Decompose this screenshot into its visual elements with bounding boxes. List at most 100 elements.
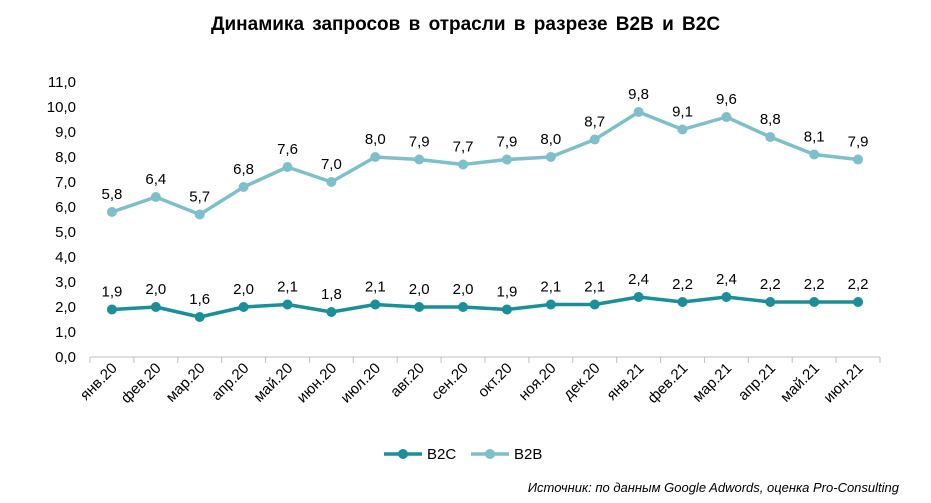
x-tick-label: мар.21 bbox=[689, 360, 735, 406]
data-point-b2b bbox=[326, 177, 337, 187]
data-point-b2c bbox=[809, 297, 820, 307]
data-label-b2c: 2,1 bbox=[277, 279, 298, 296]
y-axis: 0,0 1,0 2,0 3,0 4,0 5,0 6,0 7,0 8,0 9,0 10,0 11,0 bbox=[47, 74, 76, 366]
legend-label-b2b: B2B bbox=[514, 446, 542, 463]
data-label-b2c: 2,2 bbox=[848, 276, 869, 293]
data-label-b2c: 2,2 bbox=[804, 276, 825, 293]
data-label-b2b: 8,0 bbox=[365, 131, 386, 148]
data-point-b2b bbox=[370, 152, 381, 162]
y-tick-label: 7,0 bbox=[55, 174, 76, 191]
x-tick-label: мар.20 bbox=[163, 360, 209, 406]
x-tick-label: фев.20 bbox=[118, 360, 165, 407]
data-point-b2c bbox=[326, 307, 337, 317]
y-tick-label: 11,0 bbox=[48, 74, 76, 91]
data-label-b2c: 2,4 bbox=[716, 271, 737, 288]
data-point-b2c bbox=[677, 297, 688, 307]
data-point-b2c bbox=[853, 297, 864, 307]
data-label-b2b: 7,7 bbox=[453, 139, 474, 156]
data-label-b2c: 2,0 bbox=[233, 281, 254, 298]
data-label-b2c: 2,1 bbox=[540, 279, 561, 296]
series-line-b2b bbox=[111, 110, 859, 217]
data-point-b2b bbox=[677, 124, 688, 135]
data-point-b2b bbox=[150, 192, 161, 202]
data-label-b2c: 2,0 bbox=[409, 281, 430, 298]
data-label-b2c: 2,4 bbox=[628, 271, 649, 288]
data-point-b2c bbox=[194, 312, 205, 322]
data-label-b2b: 7,9 bbox=[848, 134, 869, 151]
y-tick-label: 4,0 bbox=[55, 249, 76, 266]
data-label-b2c: 1,9 bbox=[497, 284, 518, 301]
data-label-b2c: 2,0 bbox=[453, 281, 474, 298]
x-tick-label: окт.20 bbox=[475, 360, 516, 401]
x-tick-label: дек.20 bbox=[560, 360, 603, 403]
data-label-b2c: 1,8 bbox=[321, 286, 342, 303]
data-label-b2b: 8,7 bbox=[584, 114, 605, 131]
x-tick-label: июл.20 bbox=[338, 360, 385, 407]
legend: B2C B2B bbox=[384, 446, 542, 463]
data-label-b2b: 9,6 bbox=[716, 91, 737, 108]
legend-marker-b2b bbox=[485, 449, 495, 459]
data-point-b2c bbox=[589, 299, 600, 310]
x-tick-label: сен.20 bbox=[428, 360, 472, 404]
data-label-b2b: 7,6 bbox=[277, 141, 298, 158]
data-label-b2c: 2,2 bbox=[672, 276, 693, 293]
data-point-b2b bbox=[589, 134, 600, 145]
data-label-b2b: 5,8 bbox=[102, 186, 123, 203]
data-label-b2b: 8,1 bbox=[804, 129, 825, 146]
data-point-b2b bbox=[721, 112, 732, 122]
data-label-b2b: 9,8 bbox=[628, 86, 649, 103]
data-point-b2b bbox=[545, 152, 556, 162]
data-point-b2b bbox=[282, 162, 293, 172]
data-point-b2b bbox=[633, 107, 644, 117]
data-point-b2c bbox=[501, 304, 512, 315]
data-point-b2c bbox=[238, 302, 249, 312]
y-tick-label: 6,0 bbox=[55, 199, 76, 216]
data-point-b2b bbox=[501, 154, 512, 165]
data-point-b2b bbox=[765, 132, 776, 142]
data-label-b2c: 2,1 bbox=[365, 279, 386, 296]
x-tick-label: апр.21 bbox=[735, 360, 779, 404]
data-label-b2c: 2,0 bbox=[145, 281, 166, 298]
x-tick-label: апр.20 bbox=[208, 360, 252, 404]
y-tick-label: 10,0 bbox=[47, 99, 76, 116]
series-layer bbox=[106, 107, 864, 322]
y-tick-label: 2,0 bbox=[55, 299, 76, 316]
data-label-b2b: 7,9 bbox=[497, 134, 518, 151]
x-tick-label: июн.21 bbox=[820, 360, 867, 407]
data-label-b2b: 6,8 bbox=[233, 161, 254, 178]
x-tick-label: янв.20 bbox=[77, 360, 121, 404]
x-tick-label: июн.20 bbox=[294, 360, 341, 407]
data-label-b2c: 2,1 bbox=[584, 279, 605, 296]
data-label-b2c: 1,6 bbox=[189, 291, 210, 308]
data-point-b2b bbox=[853, 154, 864, 165]
data-point-b2b bbox=[458, 159, 469, 170]
x-tick-label: ноя.20 bbox=[515, 360, 559, 404]
data-label-b2b: 6,4 bbox=[145, 171, 166, 188]
x-tick-label: май.21 bbox=[777, 360, 823, 406]
data-point-b2b bbox=[194, 209, 205, 220]
data-label-b2c: 2,2 bbox=[760, 276, 781, 293]
data-point-b2c bbox=[150, 302, 161, 312]
y-tick-label: 3,0 bbox=[55, 274, 76, 291]
y-tick-label: 0,0 bbox=[55, 349, 76, 366]
data-point-b2c bbox=[765, 297, 776, 307]
data-point-b2b bbox=[238, 182, 249, 192]
legend-label-b2c: B2C bbox=[427, 446, 456, 463]
data-point-b2c bbox=[370, 299, 381, 310]
chart-title: Динамика запросов в отрасли в разрезе B2… bbox=[210, 14, 721, 35]
data-point-b2c bbox=[458, 302, 469, 312]
x-tick-label: май.20 bbox=[250, 360, 296, 406]
data-point-b2c bbox=[282, 299, 293, 310]
data-label-b2b: 5,7 bbox=[189, 189, 210, 206]
data-labels: 1,9 2,0 1,6 2,0 2,1 1,8 2,1 2,0 2,0 1,9 2,1 2,1 2,4 2… bbox=[102, 86, 869, 308]
data-point-b2c bbox=[545, 299, 556, 310]
y-tick-label: 5,0 bbox=[55, 224, 76, 241]
data-point-b2b bbox=[809, 149, 820, 160]
x-tick-label: фев.21 bbox=[644, 360, 691, 407]
series-line-b2c bbox=[111, 295, 859, 319]
data-label-b2b: 9,1 bbox=[672, 104, 693, 121]
data-point-b2c bbox=[633, 292, 644, 302]
data-label-b2b: 7,0 bbox=[321, 156, 342, 173]
y-tick-label: 9,0 bbox=[55, 124, 76, 141]
